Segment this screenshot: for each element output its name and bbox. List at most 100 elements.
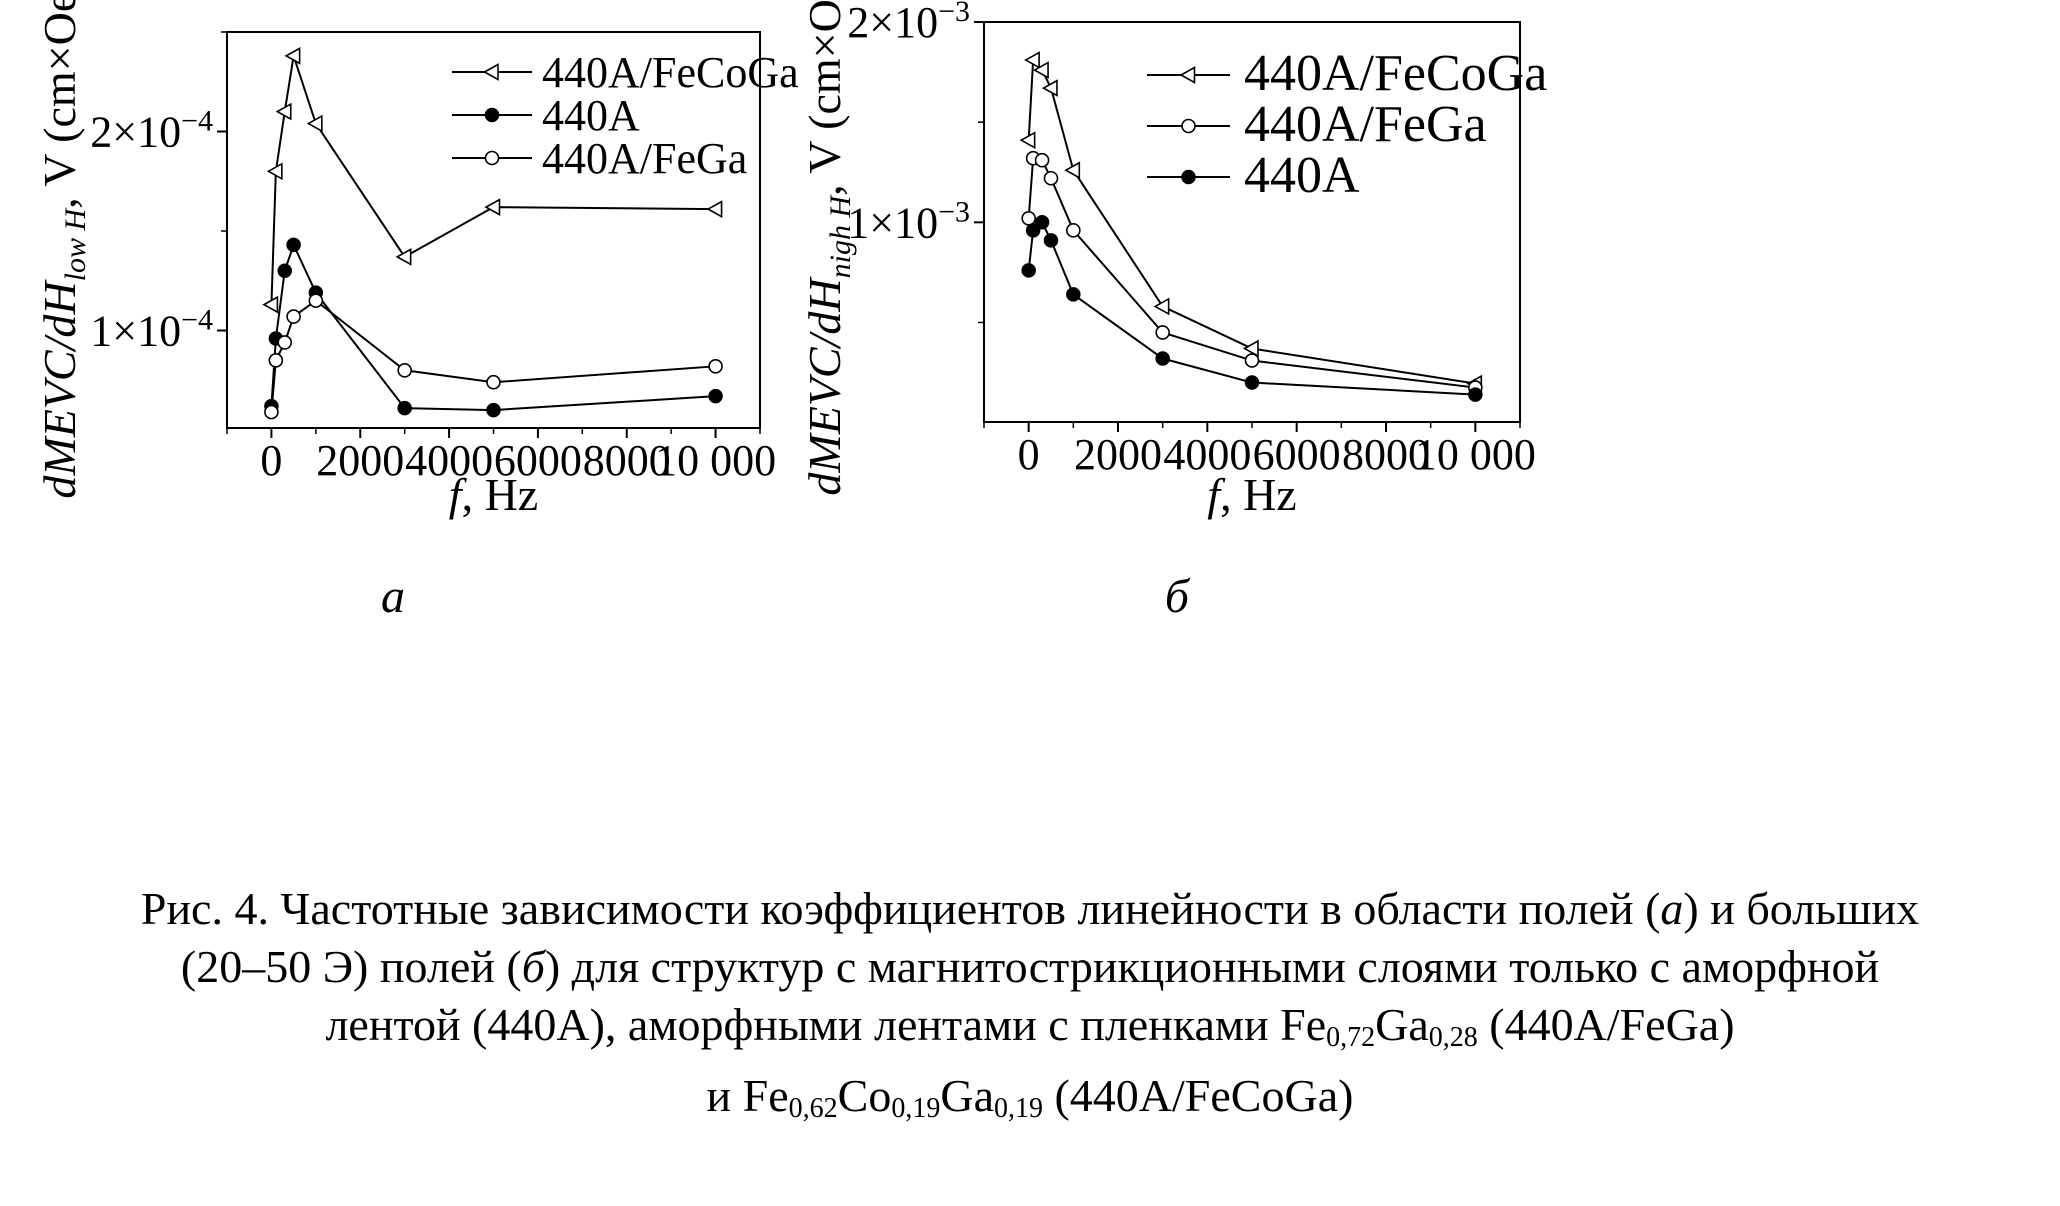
x-tick-label: 0 [260, 436, 282, 485]
y-tick-mantissa: 1×10 [847, 198, 938, 247]
legend-label: 440A [1244, 147, 1360, 204]
caption-subscript: 0,19 [993, 1093, 1043, 1124]
data-point [1244, 375, 1260, 390]
data-point [1032, 61, 1049, 79]
y-tick-mantissa: 2×10 [847, 0, 938, 47]
y-tick-exponent: −4 [181, 104, 213, 137]
y-axis-label-main: dMEVC/dH [34, 279, 85, 499]
caption-ref-b: б [521, 941, 545, 992]
series-440a [264, 237, 723, 418]
data-point [308, 293, 324, 308]
y-axis-label-main: dMEVC/dH [799, 276, 850, 496]
caption-line-3: лентой (440A), аморфными лентами с пленк… [0, 996, 2060, 1067]
legend-marker [1181, 118, 1196, 134]
data-point [1064, 161, 1081, 180]
data-point [1034, 152, 1050, 168]
x-tick-label: 4000 [405, 436, 493, 485]
y-axis-label-sub: nigh H [824, 194, 857, 279]
data-point [1155, 351, 1170, 366]
data-point [486, 374, 501, 390]
caption-subscript: 0,28 [1428, 1022, 1478, 1053]
y-tick-label: 2×10−4 [90, 104, 213, 156]
series-440a [1021, 215, 1483, 402]
data-point [1043, 233, 1059, 248]
caption-text: Ga [1375, 999, 1429, 1050]
series-line-440a [1027, 220, 1476, 396]
caption-text: ) для структур с магнитострикционными сл… [544, 941, 1880, 992]
caption-text: (20–50 Э) полей ( [180, 941, 522, 992]
y-tick-exponent: −4 [181, 303, 213, 336]
y-axis-label-sub: low H [59, 207, 92, 282]
series-440a-fega [264, 293, 723, 420]
series-line-440a-fecoga [270, 55, 716, 305]
caption-text: Co [837, 1070, 892, 1121]
series-440a-fecoga [1019, 51, 1483, 393]
caption-text: (440A/FeCoGa) [1042, 1070, 1354, 1121]
x-tick-label: 10 000 [655, 436, 776, 485]
data-point [395, 248, 412, 266]
legend-label: 440A/FeCoGa [1244, 45, 1547, 102]
x-tick-label: 6000 [494, 436, 582, 485]
data-point [284, 47, 301, 65]
y-tick-exponent: −3 [938, 195, 970, 228]
caption-text: ) и больших [1683, 883, 1920, 934]
data-point [706, 200, 723, 218]
data-point [1468, 387, 1483, 402]
series-440a-fecoga [262, 47, 723, 314]
y-tick-mantissa: 1×10 [90, 306, 181, 355]
caption-line-4: и Fe0,62Co0,19Ga0,19 (440A/FeCoGa) [0, 1067, 2060, 1138]
y-axis-label-rest: , V (cm×Oe [799, 0, 850, 196]
data-point [286, 237, 301, 253]
data-point [1153, 297, 1170, 316]
caption-text: (440A/FeGa) [1477, 999, 1735, 1050]
legend-marker [484, 107, 500, 123]
series-line-440a [270, 242, 716, 412]
data-point [397, 400, 412, 416]
data-point [708, 388, 723, 404]
y-tick-label: 2×10−3 [847, 0, 970, 47]
y-tick-label: 1×10−4 [90, 303, 213, 355]
data-point [1244, 353, 1260, 368]
caption-line-2: (20–50 Э) полей (б) для структур с магни… [0, 938, 2060, 996]
series-440a-fega [1021, 150, 1483, 395]
caption-subscript: 0,72 [1326, 1022, 1376, 1053]
legend-marker [1181, 169, 1196, 185]
caption-text: Ga [940, 1070, 994, 1121]
x-tick-label: 2000 [1074, 430, 1162, 479]
data-point [397, 362, 412, 378]
x-axis-label-unit: , Hz [1220, 469, 1297, 520]
panel-label: б [1165, 570, 1191, 623]
series-line-440a-fega [270, 299, 716, 413]
data-point [708, 359, 723, 374]
x-axis-label: f, Hz [1207, 469, 1296, 520]
data-point [1242, 339, 1259, 358]
x-tick-label: 6000 [1253, 430, 1341, 479]
data-point [1155, 325, 1170, 340]
caption-subscript: 0,62 [788, 1093, 838, 1124]
legend-label: 440A/FeGa [542, 134, 747, 183]
caption-subscript: 0,19 [891, 1093, 941, 1124]
x-tick-label: 8000 [583, 436, 671, 485]
data-point [484, 198, 501, 216]
x-tick-label: 8000 [1342, 430, 1430, 479]
caption-ref-a: а [1660, 883, 1684, 934]
x-tick-label: 2000 [316, 436, 404, 485]
y-axis-label-rest: , V (cm×Oe [34, 0, 85, 209]
x-axis-label-unit: , Hz [462, 469, 539, 520]
data-point [1034, 215, 1050, 230]
data-point [1019, 131, 1036, 150]
y-tick-exponent: −3 [938, 0, 970, 28]
legend-label: 440A [542, 91, 640, 140]
caption-text: лентой (440A), аморфными лентами с пленк… [325, 999, 1327, 1050]
caption-line-1: Рис. 4. Частотные зависимости коэффициен… [0, 880, 2060, 938]
data-point [275, 102, 292, 121]
caption-text: и Fe [706, 1070, 789, 1121]
data-point [266, 162, 283, 181]
data-point [1025, 223, 1041, 238]
y-axis-label: dMEVC/dHnigh H, V (cm×Oe2) [798, 0, 857, 496]
legend-marker [1179, 66, 1196, 84]
x-tick-label: 10 000 [1415, 430, 1536, 479]
y-tick-mantissa: 2×10 [90, 107, 181, 156]
legend-label: 440A/FeCoGa [542, 48, 799, 97]
